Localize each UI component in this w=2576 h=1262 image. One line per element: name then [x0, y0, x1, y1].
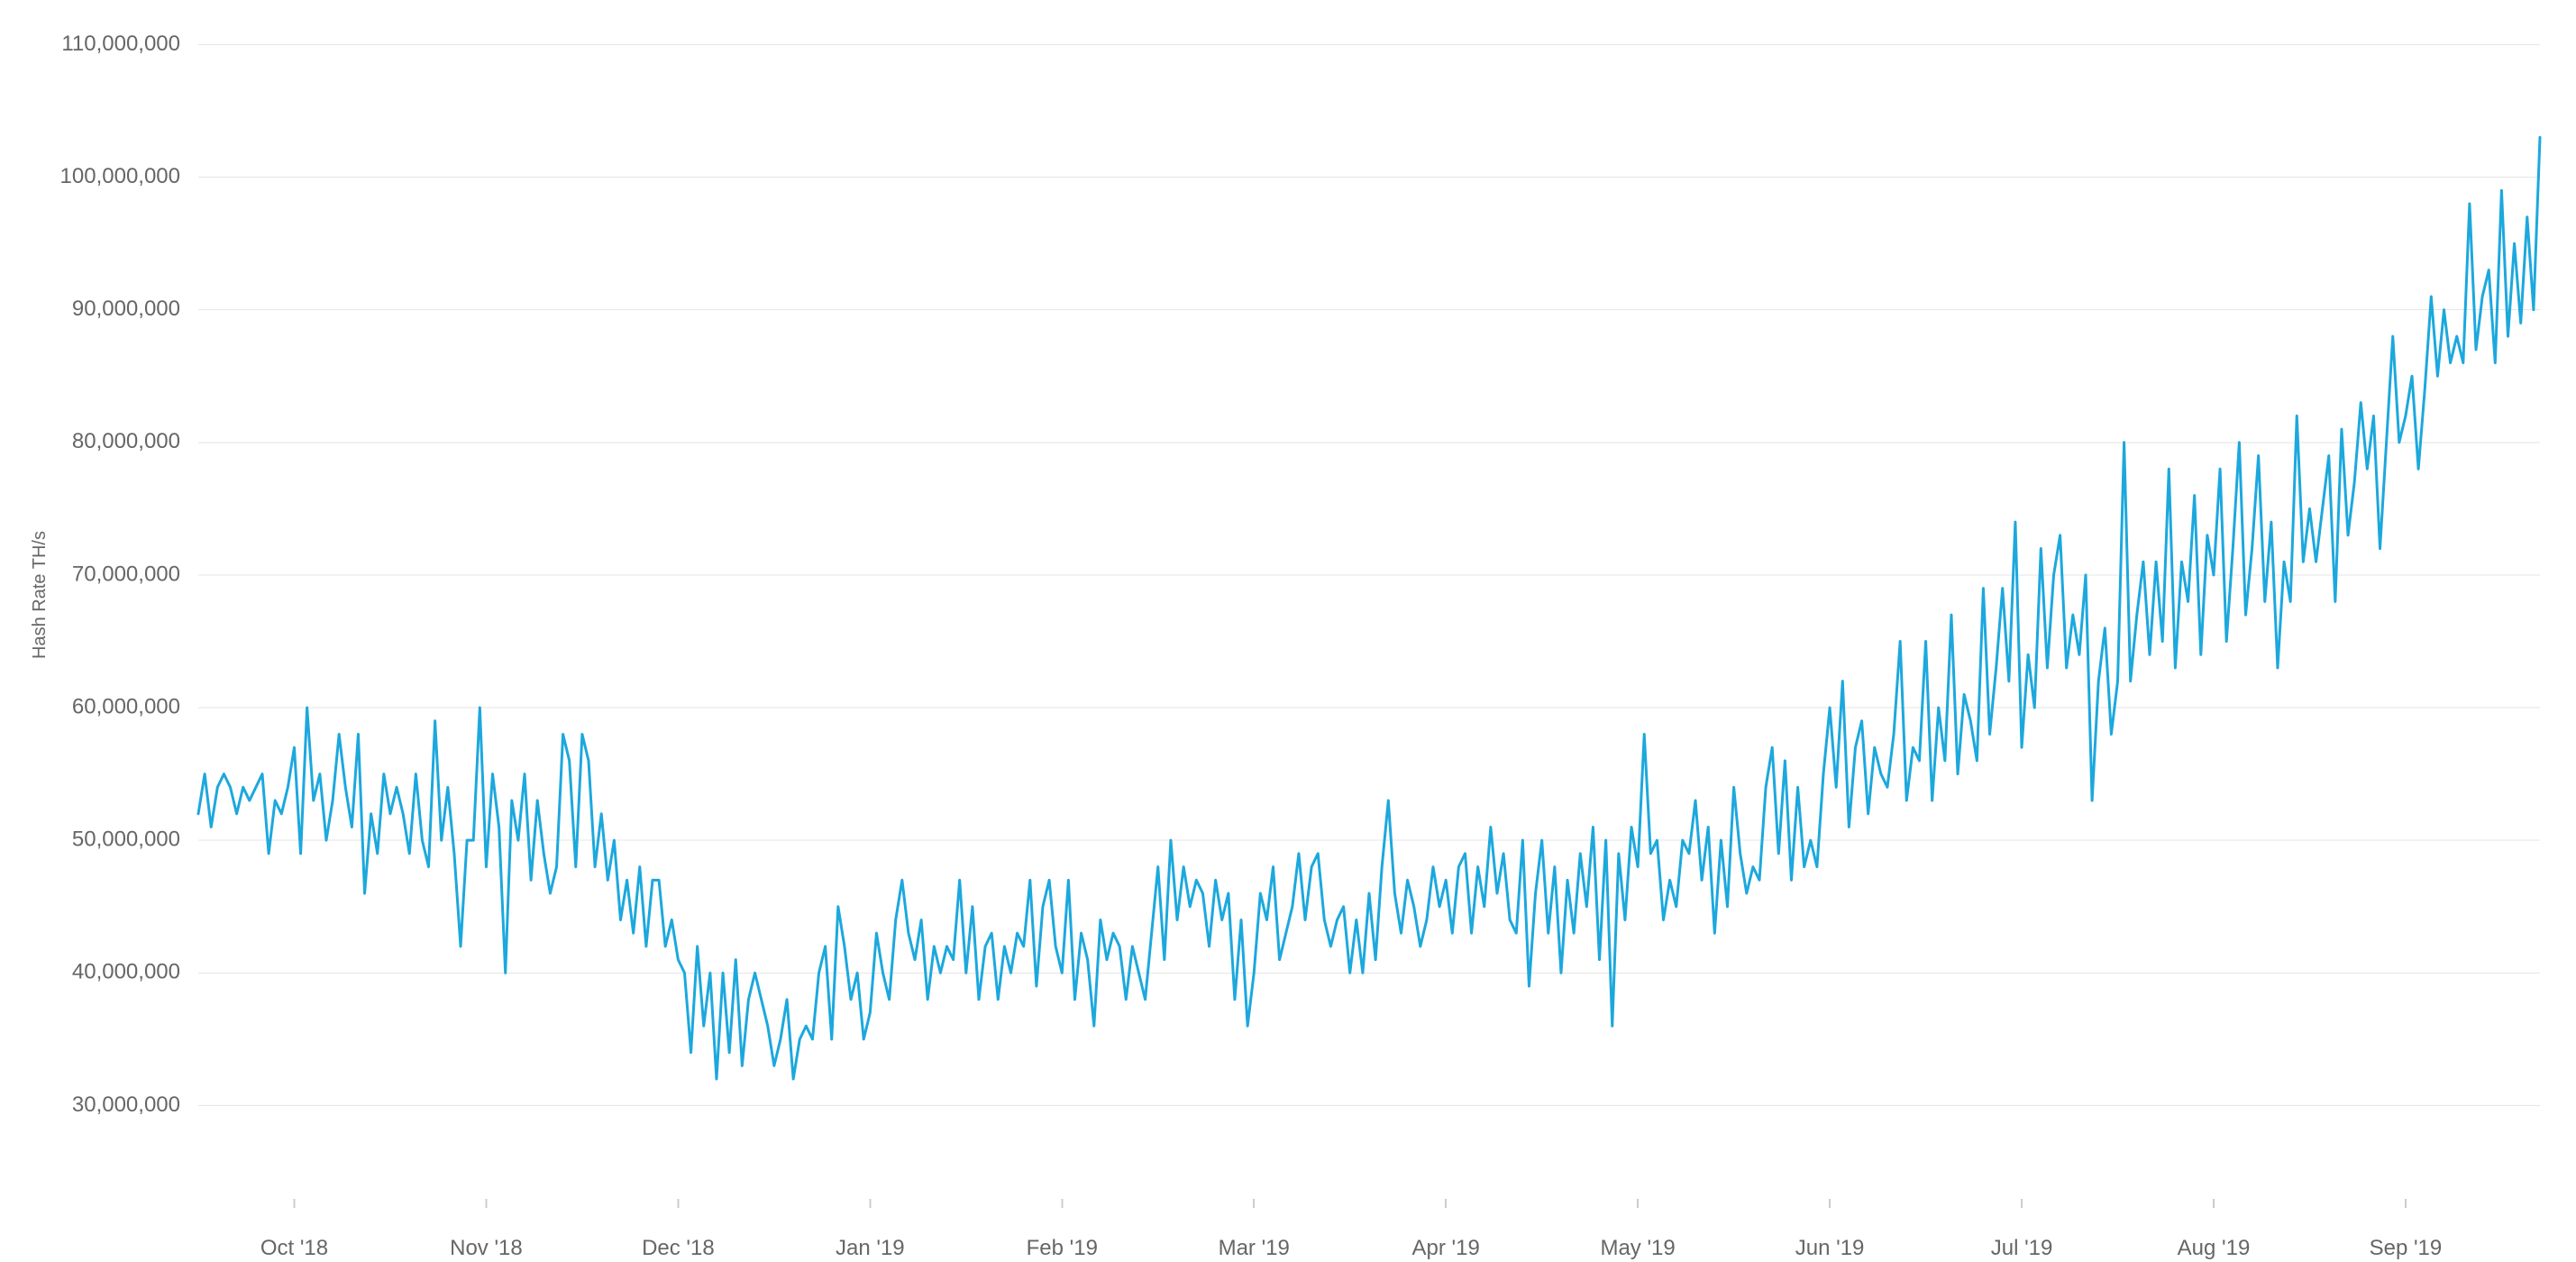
- x-tick-label: Feb '19: [1027, 1236, 1098, 1260]
- hashrate-line-chart: 30,000,000 40,000,000 50,000,000 60,000,000…: [0, 0, 2576, 1262]
- y-tick-label: 80,000,000: [72, 429, 180, 453]
- y-tick-label: 110,000,000: [61, 32, 180, 56]
- x-tick-label: Apr '19: [1412, 1236, 1480, 1260]
- y-tick-label: 30,000,000: [72, 1093, 180, 1117]
- x-tick-label: Jul '19: [1991, 1236, 2053, 1260]
- y-tick-label: 90,000,000: [72, 297, 180, 321]
- x-tick-label: Aug '19: [2178, 1236, 2251, 1260]
- x-tick-label: Jun '19: [1795, 1236, 1865, 1260]
- x-tick-label: Sep '19: [2370, 1236, 2443, 1260]
- y-tick-label: 60,000,000: [72, 694, 180, 718]
- y-tick-label: 100,000,000: [60, 164, 180, 188]
- y-tick-label: 50,000,000: [72, 828, 180, 852]
- chart-svg: 30,000,000 40,000,000 50,000,000 60,000,000…: [0, 0, 2576, 1262]
- y-axis-title: Hash Rate TH/s: [30, 531, 50, 659]
- x-tick-label: Jan '19: [836, 1236, 905, 1260]
- x-tick-label: Mar '19: [1219, 1236, 1290, 1260]
- x-tick-label: Nov '18: [450, 1236, 523, 1260]
- y-tick-label: 40,000,000: [72, 960, 180, 984]
- x-tick-label: Dec '18: [642, 1236, 715, 1260]
- x-tick-label: May '19: [1600, 1236, 1675, 1260]
- x-tick-label: Oct '18: [260, 1236, 328, 1260]
- y-tick-label: 70,000,000: [72, 562, 180, 586]
